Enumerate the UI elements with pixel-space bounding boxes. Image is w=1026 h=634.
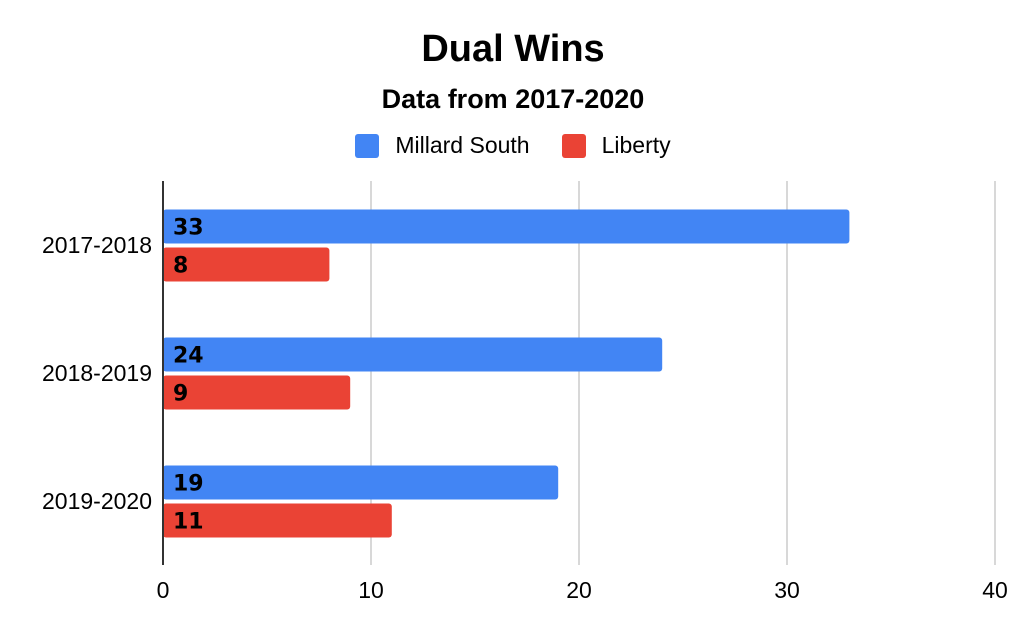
legend-swatch-millard-south	[355, 133, 380, 158]
x-tick-label-40: 40	[982, 577, 1008, 603]
data-label-millard-south-2019-2020: 19	[173, 472, 204, 497]
y-tick-label-2018-2019: 2018-2019	[42, 360, 152, 386]
bar-millard-south-2018-2019	[163, 337, 663, 372]
legend-label-liberty: Liberty	[601, 132, 671, 158]
data-label-millard-south-2018-2019: 24	[173, 344, 204, 369]
x-tick-label-10: 10	[358, 577, 384, 603]
data-label-liberty-2019-2020: 11	[173, 510, 204, 535]
x-tick-label-0: 0	[157, 577, 170, 603]
legend-label-millard-south: Millard South	[395, 132, 530, 158]
bar-liberty-2019-2020	[163, 503, 392, 538]
data-label-millard-south-2017-2018: 33	[173, 216, 204, 241]
chart-title: Dual Wins	[421, 28, 605, 70]
bar-liberty-2018-2019	[163, 375, 351, 410]
chart-subtitle: Data from 2017-2020	[381, 84, 645, 114]
data-label-liberty-2017-2018: 8	[173, 254, 188, 279]
legend-item-millard-south: Millard South	[355, 132, 530, 159]
bar-millard-south-2019-2020	[163, 465, 559, 500]
data-label-liberty-2018-2019: 9	[173, 382, 188, 407]
legend-item-liberty: Liberty	[561, 132, 671, 159]
y-tick-label-2017-2018: 2017-2018	[42, 232, 152, 258]
x-tick-label-30: 30	[774, 577, 800, 603]
y-tick-label-2019-2020: 2019-2020	[42, 488, 152, 514]
x-tick-label-20: 20	[566, 577, 592, 603]
legend-swatch-liberty	[561, 133, 586, 158]
legend: Millard South Liberty	[0, 132, 1026, 159]
bar-millard-south-2017-2018	[163, 209, 850, 244]
bar-liberty-2017-2018	[163, 247, 330, 282]
